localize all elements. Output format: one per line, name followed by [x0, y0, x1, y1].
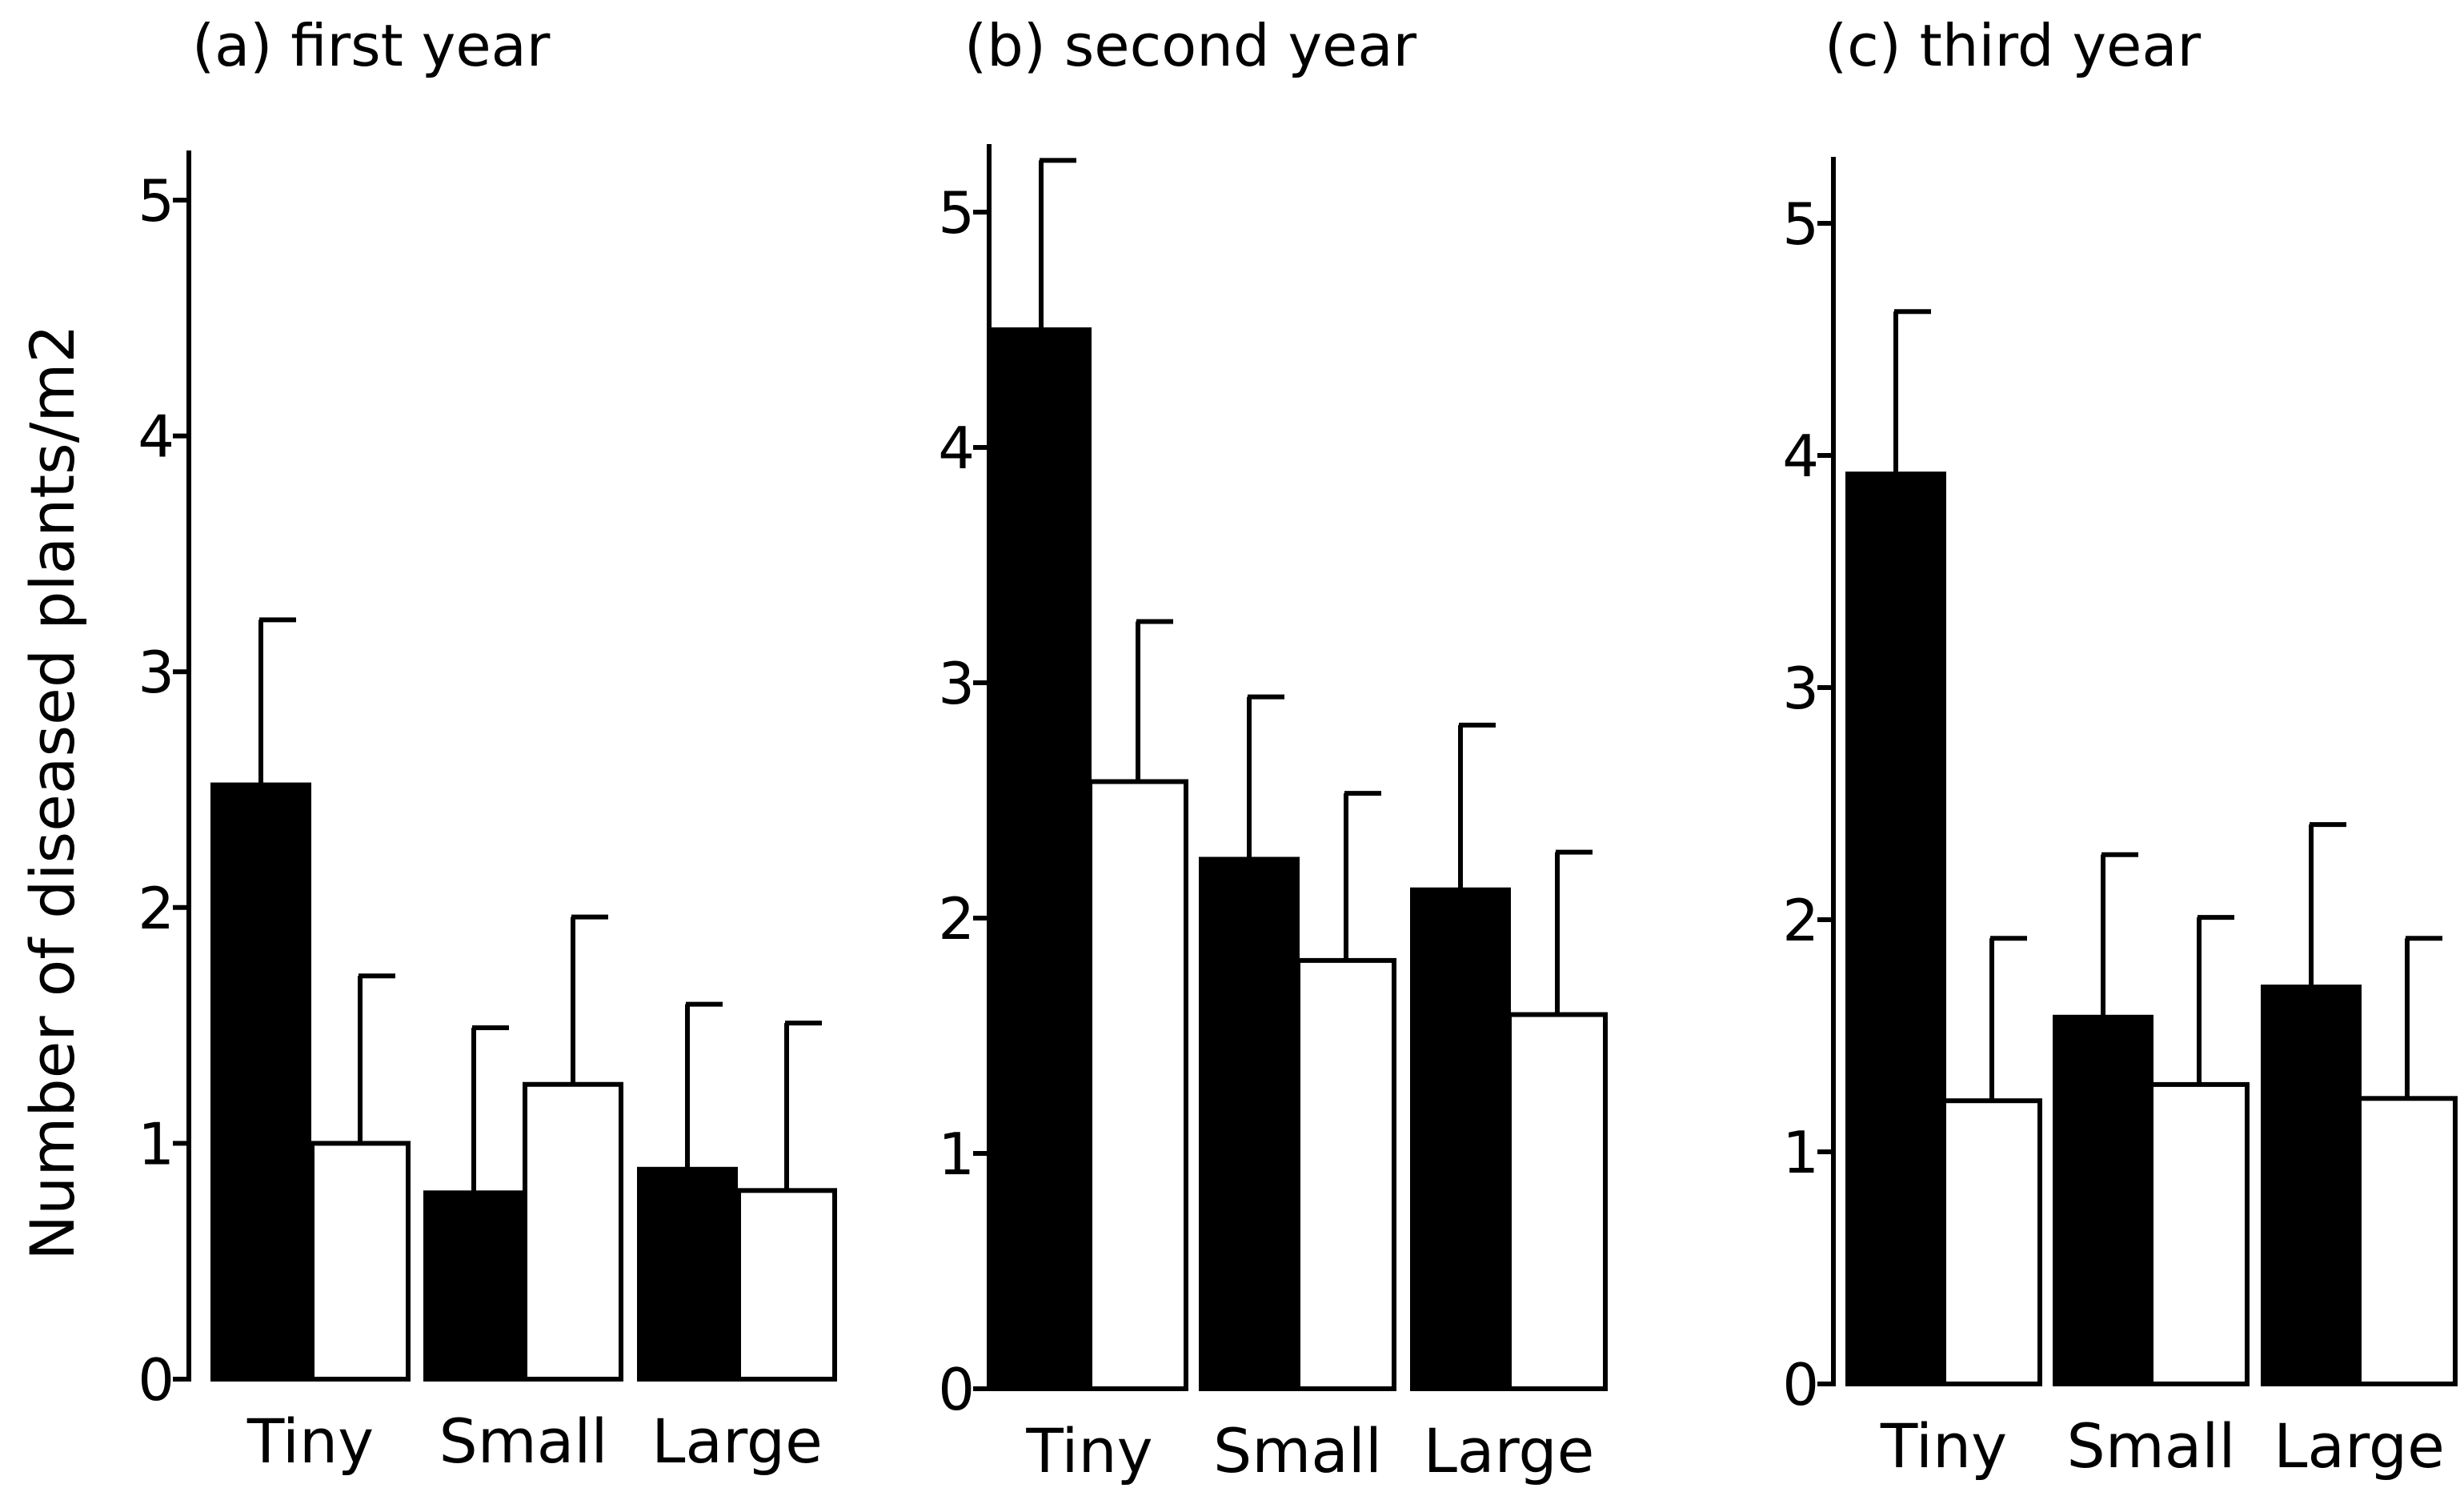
panel-3: (c) third year 0 1 2 3 4 5 Tiny Small Large — [1782, 12, 2458, 1482]
panel-title: (a) first year — [192, 12, 551, 79]
bar-tiny-filled — [991, 327, 1092, 1391]
panel-title: (c) third year — [1825, 12, 2201, 79]
category-label: Tiny — [246, 1406, 374, 1477]
y-tick-label: 3 — [1782, 655, 1819, 722]
y-tick-label: 0 — [138, 1346, 174, 1414]
y-tick-label: 2 — [138, 875, 174, 942]
category-label: Small — [2066, 1410, 2235, 1482]
bar-large-open — [736, 1188, 837, 1382]
bar-small-filled — [423, 1190, 524, 1382]
bar-large-open — [2357, 1096, 2458, 1387]
bar-small-open — [1296, 957, 1396, 1392]
bar-small-open — [2149, 1081, 2250, 1387]
bar-tiny-open — [1941, 1098, 2042, 1386]
category-label: Large — [1424, 1415, 1595, 1486]
category-label: Tiny — [1025, 1415, 1152, 1486]
category-label: Small — [439, 1406, 607, 1477]
y-tick-label: 1 — [938, 1121, 975, 1188]
y-axis-label: Number of diseased plants/m2 — [17, 324, 88, 1260]
y-tick-label: 4 — [938, 415, 975, 482]
bar-small-filled — [2053, 1014, 2153, 1387]
bar-tiny-open — [1088, 779, 1188, 1391]
bar-small-filled — [1199, 856, 1300, 1391]
y-tick-label: 5 — [138, 167, 174, 235]
panel-1: (a) first year 0 1 2 3 4 5 Tiny Small Large — [138, 12, 837, 1477]
y-tick-label: 1 — [1782, 1119, 1819, 1186]
y-tick-label: 5 — [938, 179, 975, 247]
bar-large-filled — [2261, 985, 2362, 1386]
category-label: Tiny — [1880, 1410, 2007, 1482]
y-tick-label: 0 — [1782, 1351, 1819, 1418]
panel-title: (b) second year — [964, 12, 1416, 79]
bar-small-open — [523, 1081, 623, 1382]
y-tick-label: 2 — [1782, 887, 1819, 954]
bar-large-filled — [637, 1166, 738, 1382]
y-tick-label: 1 — [138, 1110, 174, 1177]
bar-tiny-filled — [210, 782, 311, 1382]
category-label: Small — [1213, 1415, 1382, 1486]
y-tick-label: 3 — [938, 650, 975, 717]
bar-tiny-open — [310, 1141, 411, 1382]
panel-2: (b) second year 0 1 2 3 4 5 Tiny Small Large — [938, 12, 1608, 1486]
bar-large-filled — [1410, 887, 1511, 1391]
category-label: Large — [2274, 1410, 2445, 1482]
y-tick-label: 3 — [138, 639, 174, 706]
category-label: Large — [651, 1406, 823, 1477]
y-tick-label: 0 — [938, 1356, 975, 1423]
bar-tiny-filled — [1845, 471, 1946, 1387]
y-tick-label: 4 — [1782, 423, 1819, 490]
y-tick-label: 2 — [938, 885, 975, 953]
bar-large-open — [1507, 1012, 1608, 1392]
y-tick-label: 5 — [1782, 191, 1819, 258]
y-tick-label: 4 — [138, 403, 174, 471]
